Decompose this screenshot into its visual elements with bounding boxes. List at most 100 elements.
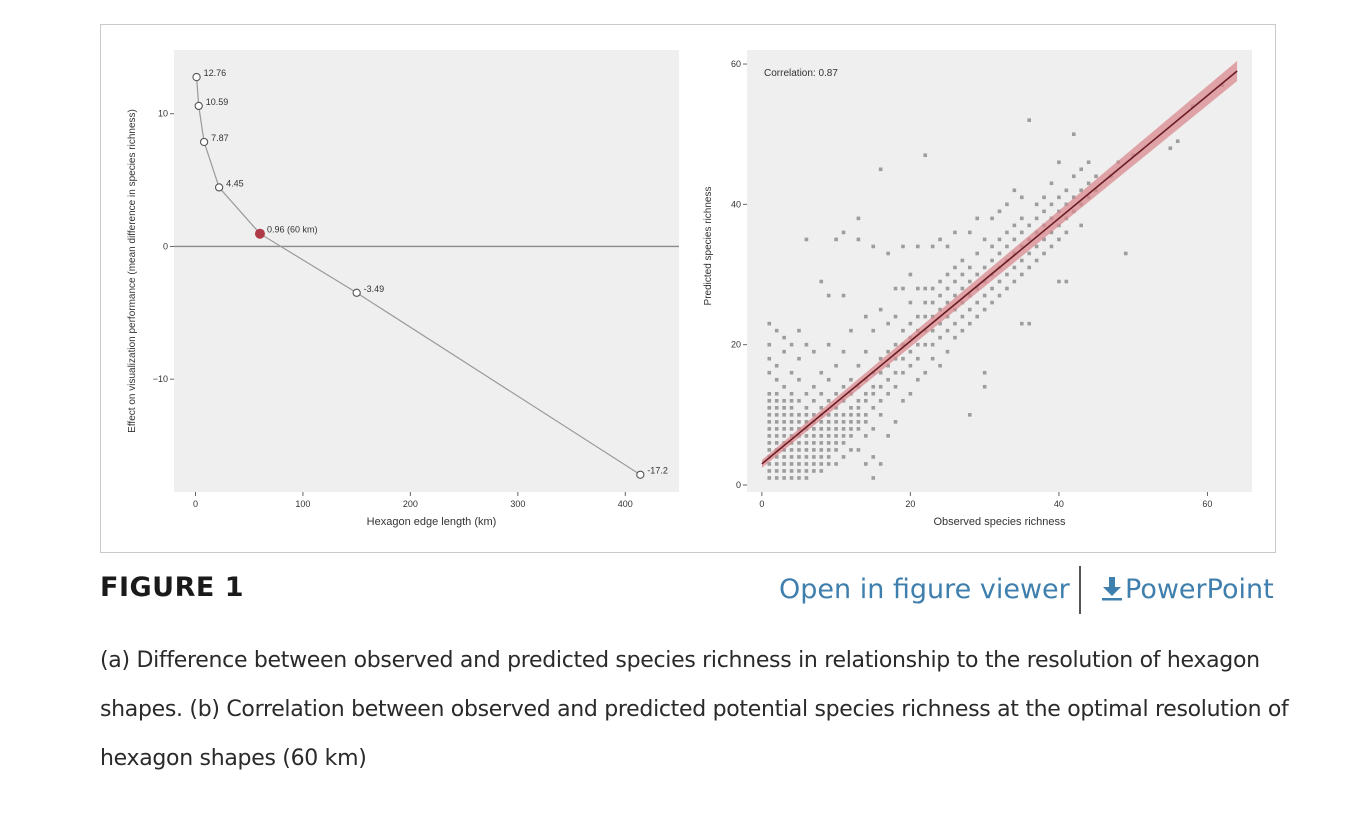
scatter-point bbox=[1042, 251, 1046, 256]
scatter-point bbox=[967, 413, 972, 417]
y-tick-label: 0 bbox=[736, 480, 741, 490]
scatter-point bbox=[930, 356, 935, 361]
scatter-point bbox=[804, 237, 809, 242]
scatter-point bbox=[826, 427, 831, 431]
scatter-point bbox=[774, 420, 779, 424]
scatter-point bbox=[856, 427, 861, 431]
scatter-point bbox=[812, 448, 816, 452]
scatter-point bbox=[819, 427, 824, 431]
link-divider bbox=[1079, 566, 1081, 614]
scatter-point bbox=[967, 321, 972, 326]
y-tick-label: −10 bbox=[153, 374, 168, 384]
scatter-point bbox=[878, 356, 883, 361]
scatter-point bbox=[1042, 195, 1046, 200]
scatter-point bbox=[789, 462, 794, 466]
open-figure-viewer-link[interactable]: Open in figure viewer bbox=[779, 574, 1070, 605]
scatter-point bbox=[856, 237, 861, 242]
scatter-point bbox=[819, 462, 824, 466]
scatter-point bbox=[774, 476, 779, 480]
scatter-point bbox=[804, 441, 809, 445]
scatter-point bbox=[834, 448, 838, 452]
scatter-point bbox=[982, 384, 987, 389]
scatter-point bbox=[1086, 160, 1091, 165]
scatter-point bbox=[930, 328, 935, 333]
x-tick-label: 60 bbox=[1202, 499, 1212, 509]
scatter-point bbox=[901, 328, 905, 333]
scatter-point bbox=[767, 370, 772, 375]
scatter-point bbox=[938, 307, 942, 312]
scatter-point bbox=[797, 377, 801, 382]
scatter-point bbox=[960, 272, 965, 277]
scatter-point bbox=[812, 469, 816, 473]
scatter-point bbox=[1175, 139, 1180, 144]
scatter-point bbox=[945, 328, 950, 333]
scatter-point bbox=[871, 244, 876, 249]
scatter-point bbox=[834, 441, 838, 445]
scatter-point bbox=[945, 349, 950, 354]
scatter-point bbox=[782, 469, 786, 473]
scatter-point bbox=[871, 406, 876, 410]
scatter-point bbox=[945, 272, 950, 277]
y-axis-label: Predicted species richness bbox=[703, 187, 714, 306]
scatter-point bbox=[1019, 230, 1024, 235]
scatter-point bbox=[990, 258, 994, 263]
scatter-point bbox=[856, 398, 861, 403]
scatter-point bbox=[982, 293, 987, 298]
scatter-point bbox=[1064, 230, 1069, 235]
scatter-point bbox=[1027, 251, 1032, 256]
point-label: 4.45 bbox=[226, 178, 244, 188]
scatter-point bbox=[1086, 181, 1091, 186]
scatter-point bbox=[789, 413, 794, 417]
scatter-point bbox=[849, 420, 853, 424]
scatter-point bbox=[774, 391, 779, 396]
scatter-point bbox=[767, 420, 772, 424]
powerpoint-download-link[interactable]: PowerPoint bbox=[1101, 574, 1274, 605]
scatter-point bbox=[804, 420, 809, 424]
scatter-point bbox=[953, 293, 957, 298]
data-point bbox=[194, 101, 203, 111]
scatter-point bbox=[990, 244, 994, 249]
scatter-point bbox=[856, 448, 861, 452]
scatter-point bbox=[923, 370, 928, 375]
scatter-point bbox=[1034, 244, 1039, 249]
scatter-point bbox=[789, 476, 794, 480]
scatter-point bbox=[1168, 146, 1173, 151]
scatter-point bbox=[789, 455, 794, 459]
scatter-point bbox=[938, 279, 942, 284]
scatter-point bbox=[1019, 195, 1024, 200]
scatter-point bbox=[893, 420, 898, 424]
scatter-point bbox=[826, 455, 831, 459]
scatter-point bbox=[945, 286, 950, 291]
scatter-point bbox=[767, 356, 772, 361]
scatter-point bbox=[901, 370, 905, 375]
scatter-point bbox=[774, 434, 779, 438]
scatter-point bbox=[841, 293, 846, 298]
scatter-point bbox=[1049, 202, 1054, 207]
y-tick-label: 40 bbox=[731, 199, 741, 209]
point-label: 10.59 bbox=[206, 97, 229, 107]
scatter-point bbox=[916, 342, 920, 347]
data-point bbox=[192, 72, 201, 82]
scatter-point bbox=[797, 413, 801, 417]
scatter-point bbox=[886, 363, 890, 368]
point-label: -17.2 bbox=[647, 466, 668, 476]
scatter-point bbox=[774, 413, 779, 417]
x-tick-label: 20 bbox=[905, 499, 915, 509]
scatter-point bbox=[923, 342, 928, 347]
panel-b-correlation-chart: 0 20 40 60 0 20 40 60 Observed species richness P… bbox=[703, 50, 1252, 528]
scatter-point bbox=[782, 335, 786, 340]
scatter-point bbox=[767, 391, 772, 396]
scatter-point bbox=[826, 448, 831, 452]
x-tick-label: 100 bbox=[295, 499, 310, 509]
scatter-point bbox=[789, 448, 794, 452]
scatter-point bbox=[767, 321, 772, 326]
scatter-point bbox=[782, 427, 786, 431]
scatter-point bbox=[930, 342, 935, 347]
scatter-point bbox=[1012, 237, 1017, 242]
scatter-point bbox=[841, 455, 846, 459]
scatter-point bbox=[789, 391, 794, 396]
x-tick-label: 200 bbox=[403, 499, 418, 509]
scatter-point bbox=[841, 434, 846, 438]
scatter-point bbox=[834, 462, 838, 466]
